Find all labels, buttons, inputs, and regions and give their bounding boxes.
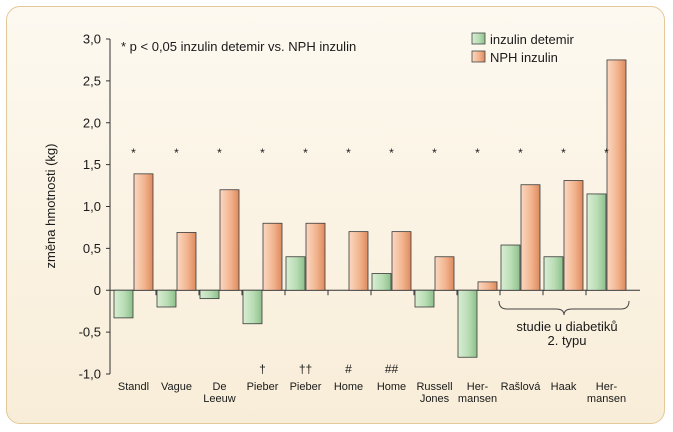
category-symbol: †† — [299, 362, 312, 376]
bar-nph — [133, 173, 154, 291]
significance-note: * p < 0,05 inzulin detemir vs. NPH inzul… — [121, 39, 356, 54]
bar-nph — [477, 281, 498, 291]
bar-detemir — [199, 289, 220, 300]
category-label: Vague — [161, 381, 192, 393]
bar-nph — [563, 180, 584, 291]
bar-nph — [348, 231, 369, 291]
category-label: Russell — [416, 381, 452, 393]
category-label: Haak — [551, 381, 577, 393]
y-tick-label: 1,5 — [83, 157, 101, 172]
legend-swatch-detemir — [471, 32, 486, 45]
category-label: Her- — [596, 381, 618, 393]
y-tick-label: 0,5 — [83, 241, 101, 256]
bar-detemir — [242, 289, 263, 325]
y-tick-label: -0,5 — [79, 325, 101, 340]
bar-detemir — [543, 256, 564, 291]
category-symbol: ## — [385, 362, 399, 376]
bar-nph — [262, 222, 283, 291]
bracket-label: 2. typu — [547, 333, 586, 348]
category-label: Pieber — [247, 381, 279, 393]
legend-label-nph: NPH inzulin — [490, 50, 558, 65]
bar-detemir — [371, 273, 392, 291]
bar-nph — [434, 256, 455, 291]
significance-marker: * — [174, 146, 179, 160]
legend-swatch-nph — [471, 50, 486, 63]
bar-detemir — [457, 289, 478, 358]
bar-detemir — [500, 244, 521, 291]
bar-detemir — [285, 256, 306, 291]
y-tick-label: 3,0 — [83, 32, 101, 47]
significance-marker: * — [561, 146, 566, 160]
category-symbol: † — [259, 362, 266, 376]
category-label: De — [212, 381, 226, 393]
category-label: mansen — [587, 393, 626, 405]
significance-marker: * — [346, 146, 351, 160]
category-label: Pieber — [290, 381, 322, 393]
bar-detemir — [414, 289, 435, 308]
significance-marker: * — [432, 146, 437, 160]
category-label: Home — [377, 381, 406, 393]
significance-marker: * — [389, 146, 394, 160]
legend-label-detemir: inzulin detemir — [490, 32, 574, 47]
y-tick-label: 2,5 — [83, 73, 101, 88]
significance-marker: * — [518, 146, 523, 160]
bar-nph — [176, 232, 197, 291]
legend: inzulin detemir NPH inzulin — [471, 32, 574, 65]
category-label: Rašlová — [501, 381, 542, 393]
significance-marker: * — [604, 146, 609, 160]
bar-detemir — [113, 289, 134, 319]
significance-marker: * — [131, 146, 136, 160]
category-label: Leeuw — [203, 393, 235, 405]
y-tick-label: -1,0 — [79, 367, 101, 382]
significance-marker: * — [475, 146, 480, 160]
bar-detemir — [156, 289, 177, 308]
bar-nph — [219, 189, 240, 291]
chart-frame — [6, 6, 665, 424]
y-tick-label: 2,0 — [83, 115, 101, 130]
category-label: mansen — [458, 393, 497, 405]
significance-marker: * — [303, 146, 308, 160]
category-label: Her- — [467, 381, 489, 393]
bar-nph — [305, 222, 326, 291]
type2-bracket — [498, 300, 630, 316]
category-label: Home — [334, 381, 363, 393]
bar-nph — [391, 231, 412, 291]
significance-marker: * — [217, 146, 222, 160]
significance-marker: * — [260, 146, 265, 160]
y-tick-label: 0 — [94, 283, 101, 298]
bar-detemir — [586, 193, 607, 291]
bar-nph — [606, 59, 627, 291]
y-axis-label: změna hmotnosti (kg) — [43, 144, 58, 269]
y-tick-label: 1,0 — [83, 199, 101, 214]
bar-nph — [520, 184, 541, 291]
category-label: Jones — [420, 393, 450, 405]
category-symbol: # — [345, 362, 352, 376]
category-label: Standl — [118, 381, 149, 393]
bracket-label: studie u diabetiků — [516, 319, 617, 334]
